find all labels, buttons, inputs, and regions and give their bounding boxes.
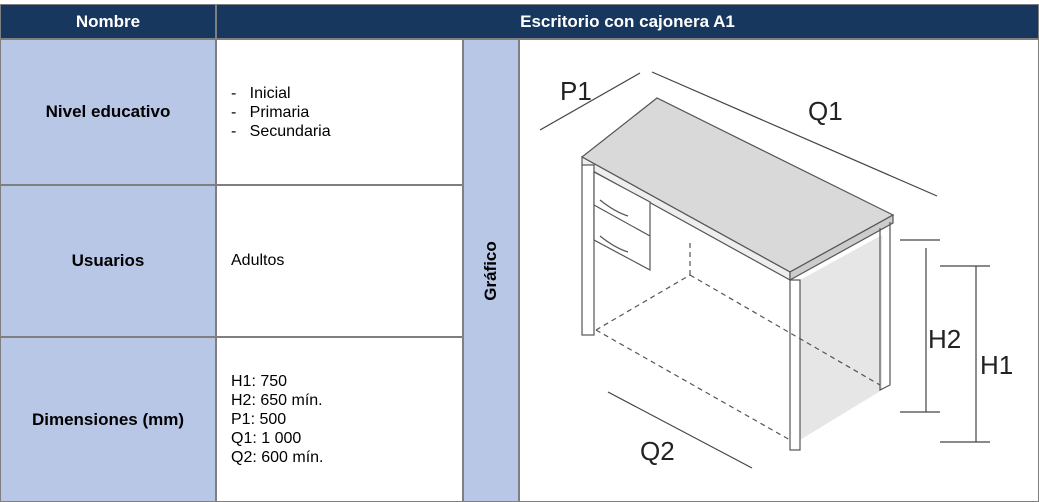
row-value: - Inicial - Primaria - Secundaria	[216, 39, 463, 185]
row-label: Dimensiones (mm)	[0, 337, 216, 502]
header-title: Escritorio con cajonera A1	[216, 4, 1039, 39]
item-text: Primaria	[249, 103, 310, 121]
item-text: Secundaria	[249, 122, 331, 140]
list-item: - Inicial	[231, 84, 291, 102]
row-value: H1: 750 H2: 650 mín. P1: 500 Q1: 1 000 Q…	[216, 337, 463, 502]
dim-line: Q1: 1 000	[231, 430, 302, 447]
dim-line: Q2: 600 mín.	[231, 449, 324, 466]
dim-line: P1: 500	[231, 411, 287, 428]
dimension-label: Q2	[640, 436, 675, 466]
dimension-label: Q1	[808, 96, 843, 126]
header-label: Nombre	[0, 4, 216, 39]
graphic-label-cell: Gráfico	[463, 39, 519, 502]
dim-line: H1: 750	[231, 373, 288, 390]
dim-line: H2: 650 mín.	[231, 392, 323, 409]
row-value: Adultos	[216, 185, 463, 337]
dimension-label: H2	[928, 324, 961, 354]
dimension-label: H1	[980, 350, 1013, 380]
list-item: - Primaria	[231, 103, 310, 121]
row-label: Usuarios	[0, 185, 216, 337]
dimension-label: P1	[560, 76, 592, 106]
item-text: Inicial	[249, 84, 291, 102]
row-label: Nivel educativo	[0, 39, 216, 185]
list-item: - Secundaria	[231, 122, 331, 140]
